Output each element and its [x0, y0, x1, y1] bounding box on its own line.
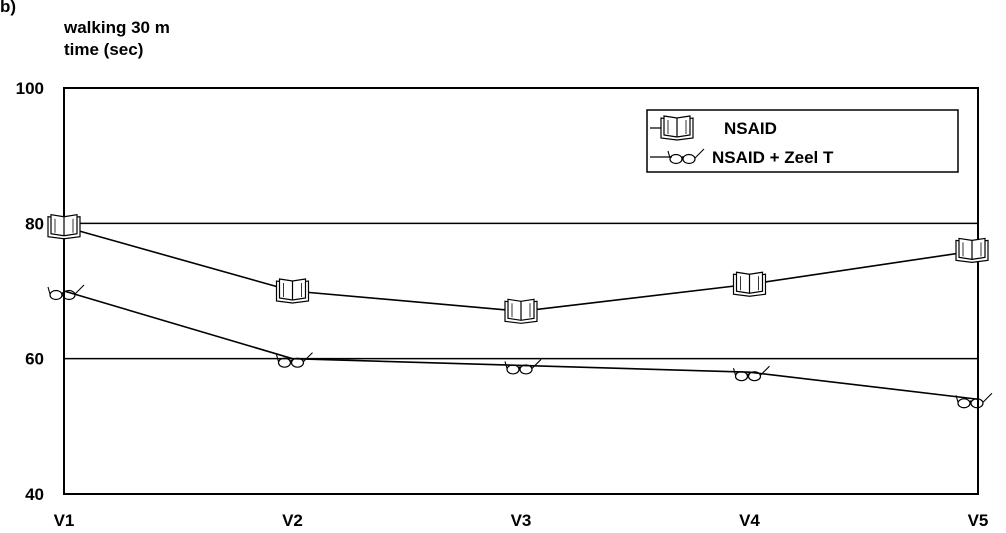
series-line-1 [63, 225, 979, 313]
x-axis-ticks: V1 V2 V3 V4 V5 [54, 511, 989, 530]
data-point-glasses-icon [275, 352, 313, 368]
legend-label: NSAID + Zeel T [712, 148, 834, 167]
gridlines [64, 222, 978, 360]
data-point-book-icon [732, 271, 767, 297]
legend-book-icon [660, 115, 694, 141]
y-axis-ticks: 100 80 60 40 [16, 79, 44, 504]
x-tick-label: V5 [968, 511, 989, 530]
x-tick-label: V3 [511, 511, 532, 530]
x-tick-label: V4 [739, 511, 760, 530]
x-tick-label: V2 [282, 511, 303, 530]
y-tick-label: 40 [25, 485, 44, 504]
legend: NSAID NSAID + Zeel T [646, 109, 959, 173]
legend-label: NSAID [724, 119, 777, 138]
series-group [47, 214, 993, 409]
panel-label: b) [0, 0, 16, 16]
data-point-book-icon [47, 214, 81, 240]
data-point-book-icon [955, 237, 989, 264]
data-point-book-icon [275, 278, 310, 304]
series-line-2 [63, 290, 979, 401]
data-point-book-icon [504, 298, 538, 324]
x-tick-label: V1 [54, 511, 75, 530]
y-axis-label-line1: walking 30 m [63, 18, 170, 37]
legend-glasses-icon [667, 148, 705, 165]
data-point-glasses-icon [504, 359, 542, 375]
data-point-glasses-icon [732, 365, 770, 382]
y-tick-label: 80 [25, 214, 44, 233]
y-tick-label: 60 [25, 350, 44, 369]
y-tick-label: 100 [16, 79, 44, 98]
y-axis-label-line2: time (sec) [64, 40, 143, 59]
data-point-glasses-icon [47, 284, 85, 301]
data-point-glasses-icon [955, 392, 993, 409]
legend-box [646, 109, 959, 173]
